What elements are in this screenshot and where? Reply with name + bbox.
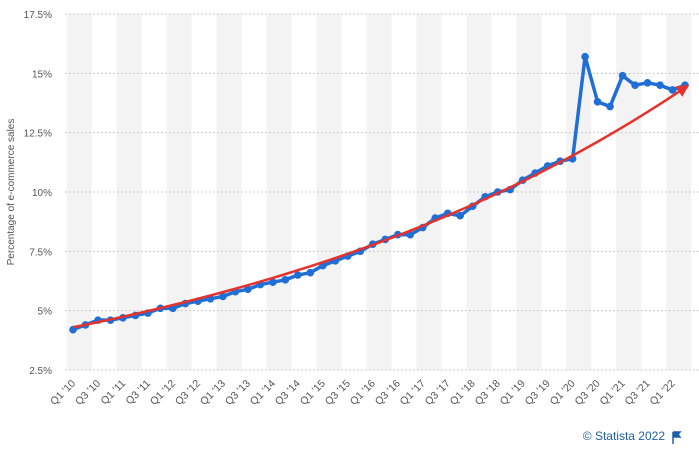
trend-arrow: [72, 84, 690, 329]
point: [406, 230, 415, 239]
point: [668, 86, 677, 94]
y-tick-label: 10%: [32, 188, 52, 199]
y-tick-label: 12.5%: [24, 129, 52, 140]
band: [66, 14, 92, 370]
x-tick-label: Q1 '10: [48, 378, 78, 408]
point: [643, 79, 652, 87]
source: © Statista 2022: [583, 429, 666, 443]
x-tick-label: Q1 '15: [298, 378, 328, 408]
x-tick-label: Q1 '18: [448, 378, 478, 408]
x-tick-label: Q3 '19: [523, 378, 553, 408]
point: [294, 271, 302, 279]
x-tick-label: Q1 '13: [198, 378, 228, 408]
band: [566, 14, 592, 370]
point: [631, 81, 639, 89]
point: [581, 52, 589, 61]
point: [618, 71, 627, 80]
point: [456, 211, 464, 220]
x-tick-label: Q3 '16: [373, 378, 403, 408]
band: [366, 14, 392, 370]
point: [593, 98, 602, 106]
x-tick-label: Q3 '14: [273, 378, 303, 408]
x-tick-label: Q1 '21: [598, 378, 628, 408]
x-tick-label: Q3 '13: [223, 378, 253, 408]
x-tick-label: Q3 '18: [473, 378, 503, 408]
y-axis-label: Percentage of e-commerce sales: [6, 119, 17, 266]
x-tick-label: Q3 '15: [323, 378, 353, 408]
x-tick-label: Q1 '11: [98, 378, 128, 408]
point: [606, 102, 614, 111]
x-tick-label: Q3 '17: [423, 378, 453, 408]
point: [269, 278, 277, 286]
x-tick-label: Q3 '21: [623, 378, 653, 408]
point: [281, 276, 290, 284]
x-tick-label: Q3 '10: [73, 378, 103, 408]
x-tick-label: Q1 '12: [148, 378, 178, 408]
flag-icon: [672, 431, 682, 444]
x-tick-label: Q1 '19: [498, 378, 528, 408]
x-tick-label: Q1 '20: [548, 378, 578, 408]
y-tick-label: 7.5%: [29, 247, 52, 258]
point: [244, 285, 252, 294]
x-tick-label: Q1 '16: [348, 378, 378, 408]
x-tick-label: Q1 '14: [248, 378, 278, 408]
band: [466, 14, 492, 370]
point: [656, 81, 664, 89]
x-tick-label: Q3 '20: [573, 378, 603, 408]
y-tick-label: 17.5%: [24, 10, 52, 21]
y-tick-label: 2.5%: [29, 366, 52, 377]
point: [219, 292, 227, 301]
x-tick-label: Q3 '11: [123, 378, 153, 408]
point: [306, 268, 315, 277]
x-tick-label: Q1 '22: [648, 378, 678, 408]
band: [266, 14, 292, 370]
x-tick-label: Q1 '17: [398, 378, 428, 408]
x-tick-label: Q3 '12: [173, 378, 203, 408]
y-tick-label: 5%: [38, 307, 53, 318]
y-tick-label: 15%: [32, 69, 52, 80]
